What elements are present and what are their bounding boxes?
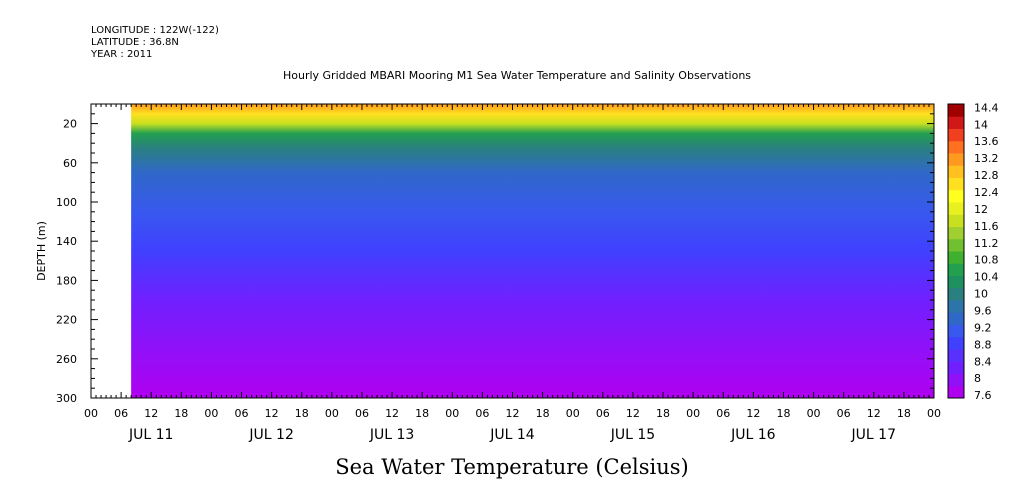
x-tick-label: 00 bbox=[927, 407, 941, 420]
x-tick-label: 00 bbox=[445, 407, 459, 420]
x-tick-label: 18 bbox=[536, 407, 550, 420]
x-tick-label: 00 bbox=[807, 407, 821, 420]
x-tick-label: 12 bbox=[506, 407, 520, 420]
x-tick-label: 06 bbox=[355, 407, 369, 420]
day-label: JUL 17 bbox=[851, 427, 896, 443]
x-tick-label: 00 bbox=[84, 407, 98, 420]
colorbar-swatch bbox=[948, 275, 964, 289]
colorbar-label: 10 bbox=[974, 288, 988, 301]
colorbar-label: 11.2 bbox=[974, 237, 999, 250]
colorbar: 14.4 14 13.6 13.2 12.8 12.4 12 11.6 11.2 10.8 10.4… bbox=[947, 101, 999, 402]
day-label: JUL 13 bbox=[369, 427, 414, 443]
x-tick-label: 00 bbox=[686, 407, 700, 420]
x-tick-label: 12 bbox=[626, 407, 640, 420]
x-tick-label: 18 bbox=[776, 407, 790, 420]
colorbar-label: 7.6 bbox=[974, 389, 992, 402]
colorbar-label: 8 bbox=[974, 372, 981, 385]
colorbar-swatch bbox=[948, 324, 964, 338]
day-label: JUL 16 bbox=[730, 427, 776, 443]
colorbar-swatch bbox=[948, 336, 964, 350]
y-tick-label: 60 bbox=[63, 157, 77, 170]
colorbar-frame bbox=[947, 103, 965, 399]
x-tick-label: 00 bbox=[204, 407, 218, 420]
colorbar-swatch bbox=[948, 165, 964, 178]
colorbar-label: 12.8 bbox=[974, 169, 999, 182]
x-tick-label: 06 bbox=[235, 407, 249, 420]
y-tick-label: 20 bbox=[63, 118, 77, 131]
y-tick-label: 100 bbox=[56, 196, 77, 209]
colorbar-label: 8.8 bbox=[974, 338, 992, 351]
colorbar-swatch bbox=[948, 104, 964, 117]
colorbar-label: 14 bbox=[974, 118, 988, 131]
colorbar-label: 11.6 bbox=[974, 220, 999, 233]
day-label: JUL 15 bbox=[610, 427, 655, 443]
colorbar-swatch bbox=[948, 361, 964, 374]
latitude-label: LATITUDE : 36.8N bbox=[91, 37, 179, 48]
x-tick-label: 12 bbox=[385, 407, 399, 420]
colorbar-label: 9.6 bbox=[974, 305, 992, 318]
colorbar-swatch bbox=[948, 263, 964, 276]
x-tick-label: 00 bbox=[566, 407, 580, 420]
day-label: JUL 12 bbox=[248, 427, 293, 443]
colorbar-swatch bbox=[948, 116, 964, 129]
longitude-label: LONGITUDE : 122W(-122) bbox=[91, 25, 219, 36]
colorbar-swatch bbox=[948, 226, 964, 240]
colorbar-swatch bbox=[948, 214, 964, 227]
colorbar-label: 13.2 bbox=[974, 152, 999, 165]
colorbar-swatch bbox=[948, 140, 964, 154]
x-tick-label: 00 bbox=[325, 407, 339, 420]
axes: 20 60 100 140 180 220 260 300 DEPTH (m) 00 06 12 18 0… bbox=[35, 103, 941, 443]
colorbar-swatch bbox=[948, 153, 964, 166]
colorbar-swatch bbox=[948, 238, 964, 252]
x-tick-label: 18 bbox=[897, 407, 911, 420]
colorbar-label: 12.4 bbox=[974, 186, 999, 199]
colorbar-swatch bbox=[948, 128, 964, 142]
y-tick-label: 140 bbox=[56, 235, 77, 248]
colorbar-swatch bbox=[948, 202, 964, 215]
x-tick-label: 06 bbox=[837, 407, 851, 420]
temperature-field bbox=[131, 104, 934, 398]
x-tick-label: 06 bbox=[716, 407, 730, 420]
x-tick-label: 12 bbox=[265, 407, 279, 420]
colorbar-swatch bbox=[948, 300, 964, 313]
temperature-fill bbox=[131, 104, 934, 398]
day-label: JUL 11 bbox=[128, 427, 173, 443]
year-label: YEAR : 2011 bbox=[91, 49, 153, 60]
x-tick-label: 18 bbox=[295, 407, 309, 420]
y-tick-label: 180 bbox=[56, 274, 77, 287]
colorbar-variable-title: Sea Water Temperature (Celsius) bbox=[335, 455, 689, 479]
colorbar-label: 14.4 bbox=[974, 101, 999, 114]
colorbar-label: 10.4 bbox=[974, 271, 999, 284]
day-label: JUL 14 bbox=[489, 427, 535, 443]
x-tick-label: 18 bbox=[415, 407, 429, 420]
colorbar-swatch bbox=[948, 349, 964, 362]
x-tick-label: 12 bbox=[144, 407, 158, 420]
x-tick-label: 06 bbox=[114, 407, 128, 420]
x-tick-label: 06 bbox=[596, 407, 610, 420]
x-tick-label: 06 bbox=[475, 407, 489, 420]
colorbar-swatch bbox=[948, 373, 964, 387]
colorbar-label: 8.4 bbox=[974, 355, 992, 368]
colorbar-label: 13.6 bbox=[974, 135, 999, 148]
x-tick-label: 18 bbox=[656, 407, 670, 420]
chart-title: Hourly Gridded MBARI Mooring M1 Sea Wate… bbox=[282, 69, 752, 82]
colorbar-swatch bbox=[948, 312, 964, 325]
x-tick-label: 18 bbox=[174, 407, 188, 420]
colorbar-swatch bbox=[948, 287, 964, 301]
colorbar-label: 9.2 bbox=[974, 321, 992, 334]
x-tick-label: 12 bbox=[867, 407, 881, 420]
y-tick-label: 260 bbox=[56, 353, 77, 366]
colorbar-swatch bbox=[948, 189, 964, 203]
y-axis-label: DEPTH (m) bbox=[35, 221, 48, 281]
y-tick-label: 300 bbox=[56, 392, 77, 405]
colorbar-swatch bbox=[948, 385, 964, 399]
x-tick-label: 12 bbox=[746, 407, 760, 420]
colorbar-label: 10.8 bbox=[974, 254, 999, 267]
colorbar-swatch bbox=[948, 177, 964, 191]
colorbar-label: 12 bbox=[974, 203, 988, 216]
y-tick-label: 220 bbox=[56, 314, 77, 327]
colorbar-swatch bbox=[948, 251, 964, 264]
